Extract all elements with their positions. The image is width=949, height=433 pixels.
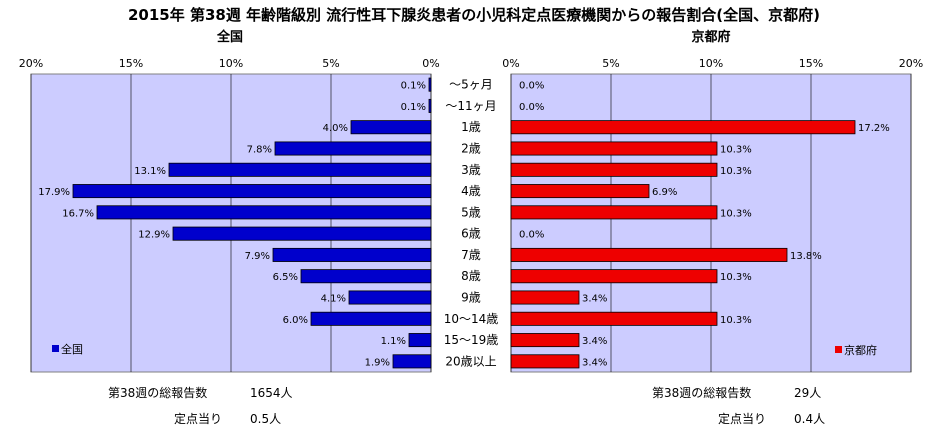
bar-kyoto — [510, 290, 580, 305]
bar-national — [300, 269, 432, 284]
bar-national — [428, 77, 432, 92]
tick-label-left: 15% — [119, 57, 143, 70]
data-label-national: 1.1% — [381, 336, 406, 347]
data-label-national: 1.9% — [365, 357, 390, 368]
bar-national — [428, 98, 432, 113]
bar-kyoto — [510, 141, 718, 156]
bar-kyoto — [510, 354, 580, 369]
data-label-kyoto: 17.2% — [858, 123, 890, 134]
bar-national — [310, 311, 432, 326]
data-label-national: 6.0% — [283, 315, 308, 326]
bar-national — [72, 184, 432, 199]
bar-kyoto — [510, 120, 856, 135]
data-label-national: 7.8% — [247, 145, 272, 156]
legend-layer: 全国 京都府 — [52, 342, 877, 357]
category-label: 8歳 — [461, 269, 481, 283]
footer-right-per-value: 0.4人 — [794, 412, 825, 426]
category-layer: 〜5ヶ月〜11ヶ月 1歳 2歳 3歳 4歳 5歳 6歳 7歳 8歳 9歳 10〜14歳 15〜19歳 2… — [444, 78, 499, 369]
legend-swatch-kyoto — [835, 346, 842, 353]
category-label: 2歳 — [461, 142, 481, 156]
category-label: 4歳 — [461, 184, 481, 198]
tick-label-right: 20% — [899, 57, 923, 70]
tick-label-right: 5% — [602, 57, 619, 70]
category-label: 20歳以上 — [445, 354, 496, 368]
data-label-national: 7.9% — [245, 251, 270, 262]
tick-label-right: 15% — [799, 57, 823, 70]
tick-label-right: 10% — [699, 57, 723, 70]
footer-left-total-label: 第38週の総報告数 — [108, 385, 207, 400]
data-label-national: 4.1% — [321, 294, 346, 305]
bar-national — [350, 120, 432, 135]
footer: 第38週の総報告数 1654人 定点当り 0.5人 第38週の総報告数 29人 … — [108, 385, 825, 426]
bar-national — [408, 333, 432, 348]
legend-label-kyoto: 京都府 — [844, 343, 877, 357]
chart-title: 2015年 第38週 年齢階級別 流行性耳下腺炎患者の小児科定点医療機関からの報… — [128, 6, 820, 24]
bar-kyoto — [510, 184, 650, 199]
panel-title-right: 京都府 — [691, 29, 730, 45]
data-label-kyoto: 10.3% — [720, 315, 752, 326]
footer-left-total-value: 1654人 — [250, 386, 293, 400]
footer-left-per-value: 0.5人 — [250, 412, 281, 426]
category-label: 〜11ヶ月 — [445, 99, 496, 113]
data-label-national: 12.9% — [138, 230, 170, 241]
bar-kyoto — [510, 205, 718, 220]
footer-left-per-label: 定点当り — [174, 411, 222, 426]
tick-label-right: 0% — [502, 57, 519, 70]
bar-national — [172, 226, 432, 241]
bar-national — [168, 162, 432, 177]
data-label-kyoto: 10.3% — [720, 145, 752, 156]
category-label: 1歳 — [461, 120, 481, 134]
category-label: 10〜14歳 — [444, 312, 499, 326]
bar-kyoto — [510, 269, 718, 284]
legend-swatch-national — [52, 345, 59, 352]
category-label: 3歳 — [461, 163, 481, 177]
bar-national — [96, 205, 432, 220]
bar-national — [392, 354, 432, 369]
plot-layer — [30, 73, 912, 373]
tick-label-left: 5% — [322, 57, 339, 70]
bar-kyoto — [510, 247, 788, 262]
data-label-kyoto: 0.0% — [519, 102, 544, 113]
category-label: 9歳 — [461, 291, 481, 305]
data-label-national: 13.1% — [134, 166, 166, 177]
tick-label-left: 0% — [422, 57, 439, 70]
panel-title-left: 全国 — [216, 29, 243, 45]
bar-kyoto — [510, 162, 718, 177]
category-label: 7歳 — [461, 248, 481, 262]
data-label-kyoto: 13.8% — [790, 251, 822, 262]
legend-label-national: 全国 — [61, 342, 83, 356]
bar-national — [272, 247, 432, 262]
data-label-kyoto: 10.3% — [720, 272, 752, 283]
data-label-national: 16.7% — [62, 208, 94, 219]
data-label-kyoto: 3.4% — [582, 294, 607, 305]
bar-national — [274, 141, 432, 156]
data-label-kyoto: 6.9% — [652, 187, 677, 198]
footer-right-total-label: 第38週の総報告数 — [652, 385, 751, 400]
data-label-national: 0.1% — [401, 102, 426, 113]
bar-kyoto — [510, 333, 580, 348]
data-label-kyoto: 3.4% — [582, 357, 607, 368]
bar-national — [348, 290, 432, 305]
data-label-kyoto: 10.3% — [720, 208, 752, 219]
bar-layer: 0.1% 0.1% 4.0% 7.8% 13.1% 17.9% 16.7% 12.9% 7.9%… — [38, 77, 890, 369]
tick-layer: 20% 15% 10% 5% 0% 0% 5% 10% 15% 20% — [19, 57, 923, 70]
category-label: 6歳 — [461, 227, 481, 241]
tick-label-left: 20% — [19, 57, 43, 70]
footer-right-total-value: 29人 — [794, 386, 821, 400]
data-label-national: 6.5% — [273, 272, 298, 283]
footer-right-per-label: 定点当り — [718, 411, 766, 426]
data-label-kyoto: 3.4% — [582, 336, 607, 347]
data-label-national: 17.9% — [38, 187, 70, 198]
data-label-national: 4.0% — [323, 123, 348, 134]
category-label: 5歳 — [461, 205, 481, 219]
tick-label-left: 10% — [219, 57, 243, 70]
data-label-kyoto: 10.3% — [720, 166, 752, 177]
bar-kyoto — [510, 311, 718, 326]
category-label: 15〜19歳 — [444, 333, 499, 347]
data-label-kyoto: 0.0% — [519, 81, 544, 92]
data-label-kyoto: 0.0% — [519, 230, 544, 241]
category-label: 〜5ヶ月 — [449, 78, 493, 92]
data-label-national: 0.1% — [401, 81, 426, 92]
